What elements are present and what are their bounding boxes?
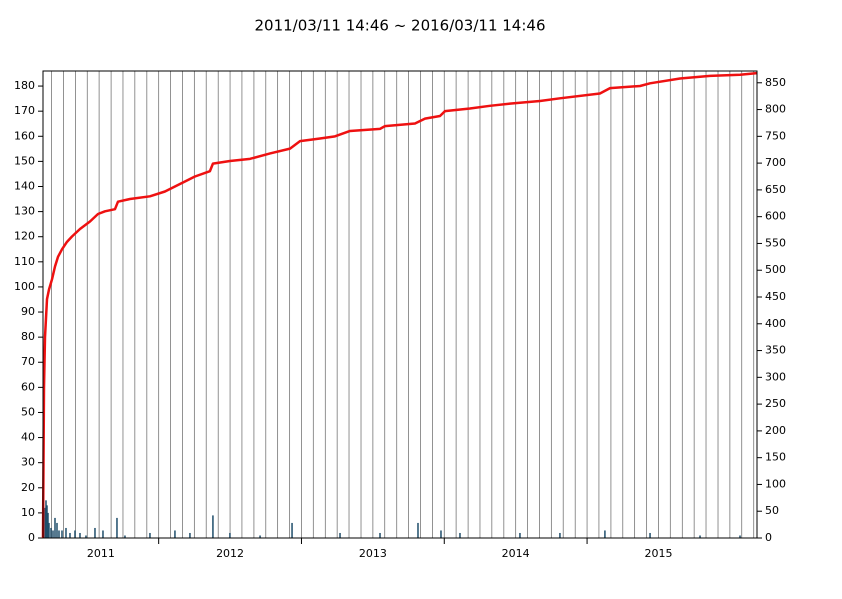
cumulative-line: [41, 71, 758, 539]
bar: [102, 530, 104, 538]
y-tick-label: 150: [14, 154, 35, 167]
bar: [291, 522, 293, 538]
y-tick-label: 20: [21, 481, 35, 494]
bar: [417, 522, 419, 538]
y2-tick-label: 750: [765, 129, 786, 142]
bar: [65, 527, 67, 538]
bar: [440, 530, 442, 538]
y-tick-label: 160: [14, 129, 35, 142]
bar: [174, 530, 176, 538]
bar: [649, 532, 651, 538]
y-tick-label: 0: [28, 531, 35, 544]
bar: [519, 532, 521, 538]
bar: [46, 505, 48, 538]
y-tick-label: 80: [21, 330, 35, 343]
plot-frame: [42, 70, 758, 539]
y-tick-label: 30: [21, 456, 35, 469]
bar: [44, 507, 46, 538]
y2-tick-label: 350: [765, 344, 786, 357]
bar: [61, 530, 63, 538]
bar: [56, 522, 58, 538]
y-tick-label: 40: [21, 431, 35, 444]
bar: [149, 532, 151, 538]
bar: [58, 530, 60, 538]
bar: [116, 517, 118, 538]
y-tick-label: 140: [14, 179, 35, 192]
y2-tick-label: 0: [765, 531, 772, 544]
bar: [189, 532, 191, 538]
y-tick-label: 110: [14, 255, 35, 268]
bar: [259, 535, 261, 538]
y-tick-label: 60: [21, 380, 35, 393]
bar: [85, 535, 87, 538]
x-tick-label: 2011: [87, 547, 115, 560]
bar: [74, 530, 76, 538]
y2-tick-label: 250: [765, 397, 786, 410]
y2-tick-label: 100: [765, 477, 786, 490]
bar: [339, 532, 341, 538]
bar: [604, 530, 606, 538]
y2-tick-label: 550: [765, 236, 786, 249]
bar: [699, 535, 701, 538]
chart-title: 2011/03/11 14:46 ~ 2016/03/11 14:46: [254, 17, 545, 35]
y2-tick-label: 300: [765, 370, 786, 383]
bar: [94, 527, 96, 538]
bar: [229, 532, 231, 538]
y2-tick-label: 50: [765, 504, 779, 517]
y-tick-label: 100: [14, 280, 35, 293]
bar: [50, 527, 52, 538]
bar: [47, 512, 49, 538]
y-tick-label: 10: [21, 506, 35, 519]
bar: [48, 522, 50, 538]
y-tick-label: 120: [14, 230, 35, 243]
y2-tick-label: 700: [765, 156, 786, 169]
y2-tick-label: 150: [765, 451, 786, 464]
bar: [559, 532, 561, 538]
y2-tick-label: 400: [765, 317, 786, 330]
bar: [54, 517, 56, 538]
y2-tick-label: 600: [765, 210, 786, 223]
y2-tick-label: 800: [765, 103, 786, 116]
bar: [45, 500, 47, 538]
bar: [212, 515, 214, 538]
x-tick-label: 2014: [502, 547, 530, 560]
bar: [124, 535, 126, 538]
bar: [459, 532, 461, 538]
y-tick-label: 130: [14, 205, 35, 218]
y-tick-label: 90: [21, 305, 35, 318]
bar: [739, 535, 741, 538]
x-tick-label: 2015: [644, 547, 672, 560]
y-tick-label: 50: [21, 405, 35, 418]
y2-tick-label: 450: [765, 290, 786, 303]
y2-tick-label: 200: [765, 424, 786, 437]
bar: [79, 532, 81, 538]
y2-tick-label: 650: [765, 183, 786, 196]
x-tick-label: 2012: [216, 547, 244, 560]
y2-tick-label: 500: [765, 263, 786, 276]
y-tick-label: 180: [14, 79, 35, 92]
bar: [69, 532, 71, 538]
y-tick-label: 70: [21, 355, 35, 368]
y-tick-label: 170: [14, 104, 35, 117]
x-tick-label: 2013: [359, 547, 387, 560]
y2-tick-label: 850: [765, 76, 786, 89]
bar: [379, 532, 381, 538]
bar: [52, 530, 54, 538]
